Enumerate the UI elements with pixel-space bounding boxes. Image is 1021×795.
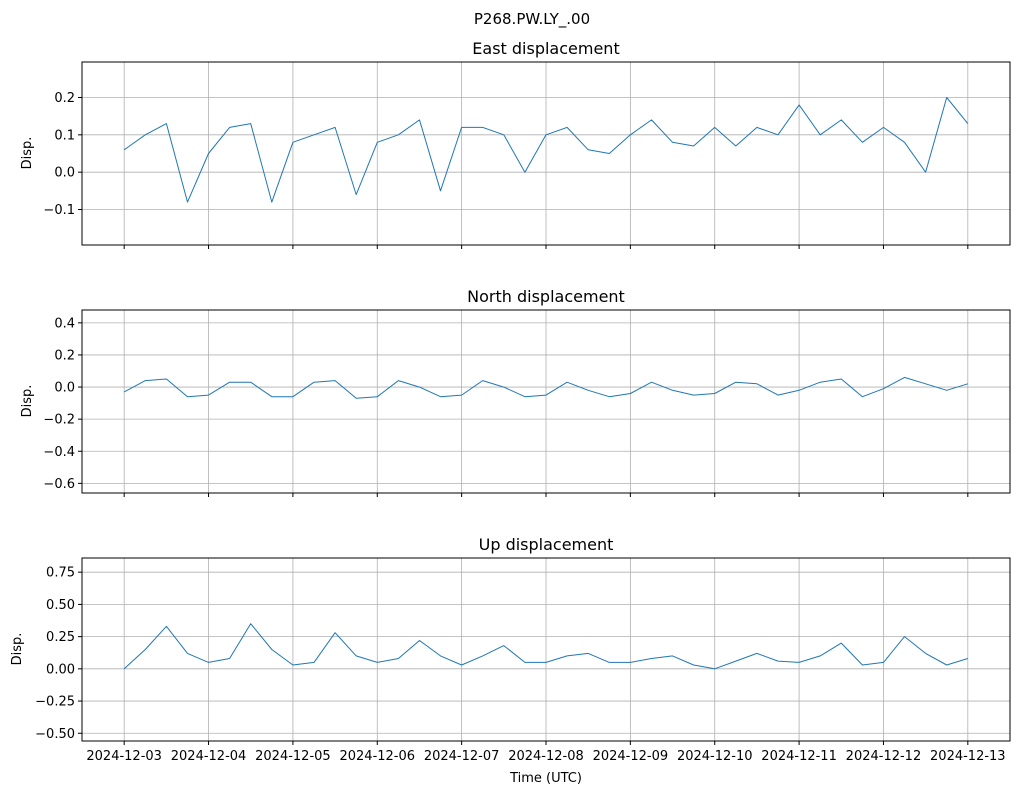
north-y-tick-label: −0.4 [43,445,75,460]
up-y-tick-label: 0.25 [46,630,75,645]
up-y-tick-label: 0.50 [46,598,75,613]
east-y-tick-label: −0.1 [43,203,75,218]
east-y-tick-label: 0.0 [54,166,75,181]
north-grid [82,310,1010,493]
up-panel-title: Up displacement [479,535,614,554]
up-x-tick-label: 2024-12-07 [424,749,500,764]
x-axis-label: Time (UTC) [509,771,582,786]
up-panel: Up displacement Disp. −0.50 −0.25 0.00 0.25… [10,535,1011,764]
up-x-tick-label: 2024-12-09 [593,749,669,764]
east-y-tick-label: 0.2 [54,91,75,106]
up-x-tick-label: 2024-12-08 [508,749,584,764]
north-panel: North displacement Disp. −0.6 −0.4 −0.2 0.0… [20,287,1011,497]
east-panel: East displacement Disp. −0.1 0.0 0.1 0.2 [20,39,1011,249]
up-y-tick-label: 0.75 [46,566,75,581]
up-y-tick-label: −0.25 [35,695,75,710]
up-x-tick-label: 2024-12-03 [86,749,162,764]
up-x-tick-label: 2024-12-10 [677,749,753,764]
up-x-tick-label: 2024-12-05 [255,749,331,764]
east-y-axis-label: Disp. [20,137,35,170]
up-x-tick-label: 2024-12-11 [761,749,837,764]
east-panel-title: East displacement [472,39,619,58]
up-x-tick-label: 2024-12-04 [171,749,247,764]
east-grid [82,62,1010,245]
figure-suptitle: P268.PW.LY_.00 [474,10,590,29]
north-y-axis-label: Disp. [20,385,35,418]
north-y-tick-label: −0.6 [43,477,75,492]
up-grid [82,558,1010,741]
north-y-tick-label: 0.2 [54,348,75,363]
up-x-tick-label: 2024-12-12 [846,749,922,764]
north-y-tick-label: 0.4 [54,316,75,331]
north-displacement-series [123,376,968,399]
east-y-tick-label: 0.1 [54,128,75,143]
up-x-tick-label: 2024-12-06 [339,749,415,764]
up-y-tick-label: −0.50 [35,727,75,742]
up-x-tick-label: 2024-12-13 [930,749,1006,764]
up-y-axis-label: Disp. [10,633,25,666]
up-y-tick-label: 0.00 [46,662,75,677]
north-y-tick-label: −0.2 [43,413,75,428]
north-panel-title: North displacement [467,287,625,306]
north-y-tick-label: 0.0 [54,381,75,396]
up-displacement-series [123,623,968,670]
east-displacement-series [123,97,969,203]
